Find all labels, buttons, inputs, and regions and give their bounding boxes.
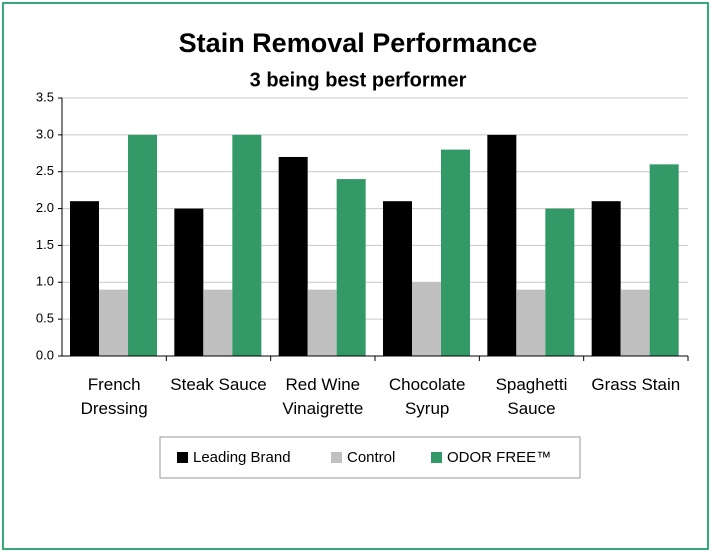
bar	[487, 134, 517, 356]
legend-swatch	[331, 452, 342, 463]
y-tick-label: 0.0	[36, 347, 54, 362]
bar	[174, 208, 204, 356]
bar	[620, 289, 650, 356]
bar	[649, 164, 679, 356]
bar	[278, 156, 308, 356]
bar	[412, 282, 441, 356]
y-tick-label: 1.0	[36, 274, 54, 289]
legend-label: ODOR FREE™	[447, 449, 551, 466]
bar	[545, 208, 575, 356]
bar	[516, 289, 546, 356]
x-tick-label: Chocolate Syrup	[388, 375, 466, 418]
bar	[591, 201, 621, 356]
y-tick-label: 3.0	[36, 126, 54, 141]
bar	[383, 201, 412, 356]
legend-swatch	[431, 452, 442, 463]
chart-title: Stain Removal Performance	[179, 28, 538, 58]
bar	[232, 134, 262, 356]
x-tick-label: Grass Stain	[591, 375, 681, 394]
bar	[128, 134, 157, 356]
y-tick-label: 3.5	[36, 89, 54, 104]
bar	[441, 149, 470, 356]
bar	[336, 179, 366, 356]
legend-label: Leading Brand	[193, 449, 291, 466]
x-tick-label: French Dressing	[80, 375, 148, 418]
bar	[307, 289, 337, 356]
y-tick-label: 1.5	[36, 237, 54, 252]
legend-swatch	[177, 452, 188, 463]
x-tick-label: Steak Sauce	[170, 375, 267, 394]
x-tick-label: Red Wine Vinaigrette	[282, 375, 364, 418]
y-tick-label: 2.5	[36, 163, 54, 178]
legend-box	[159, 436, 581, 479]
y-tick-label: 2.0	[36, 200, 54, 215]
legend-label: Control	[347, 449, 395, 466]
y-tick-label: 0.5	[36, 311, 54, 326]
bar	[70, 201, 99, 356]
bar	[203, 289, 233, 356]
bar	[99, 289, 128, 356]
x-tick-label: Spaghetti Sauce	[495, 375, 568, 418]
chart-subtitle: 3 being best performer	[250, 69, 467, 91]
